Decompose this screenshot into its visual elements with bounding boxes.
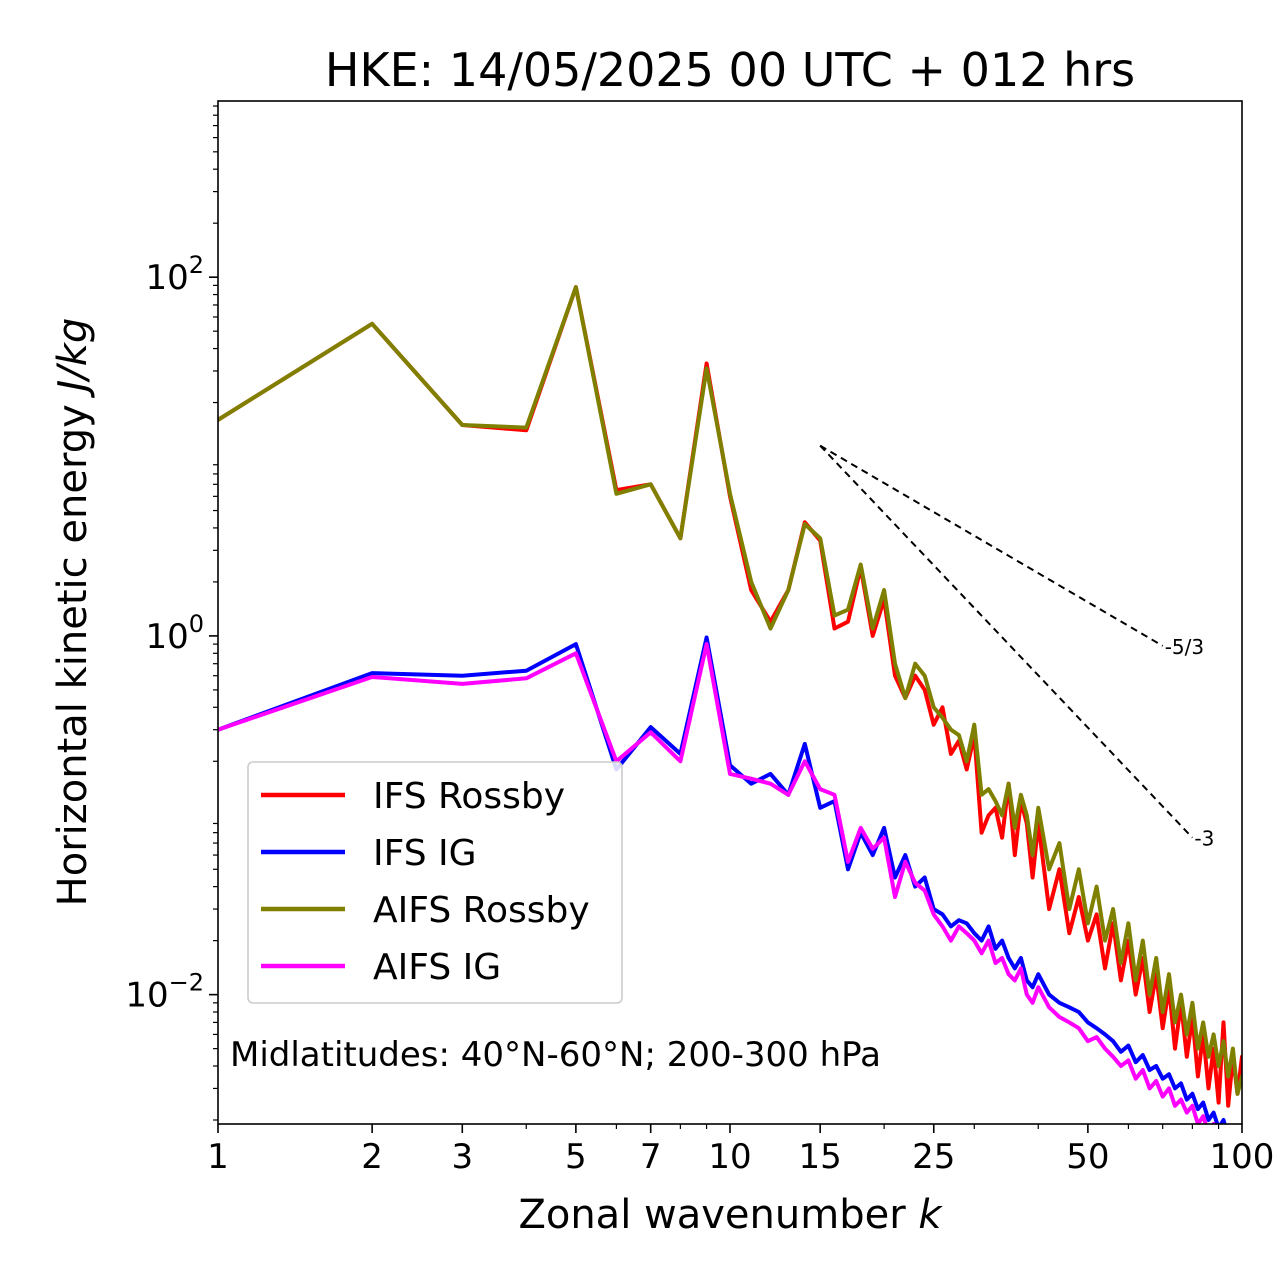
series-line-2 [218, 285, 1242, 1096]
series-line-1 [218, 635, 1227, 1124]
x-tick-label: 7 [640, 1137, 662, 1177]
reference-slope-label-0: -5/3 [1165, 635, 1204, 659]
series-line-3 [218, 642, 1216, 1124]
legend-label-3: AIFS IG [373, 947, 501, 988]
region-annotation: Midlatitudes: 40°N-60°N; 200-300 hPa [230, 1035, 881, 1075]
chart-title: HKE: 14/05/2025 00 UTC + 012 hrs [325, 43, 1135, 97]
y-axis-label: Horizontal kinetic energy J/kg [50, 318, 96, 907]
x-axis-symbol: k [918, 1192, 943, 1238]
series-layer [218, 285, 1242, 1124]
reference-slope-line-0 [819, 444, 1164, 647]
x-tick-label: 10 [708, 1137, 751, 1177]
x-tick-label: 25 [912, 1137, 955, 1177]
legend-label-0: IFS Rossby [373, 776, 565, 817]
x-axis-label: Zonal wavenumber k [518, 1192, 943, 1238]
legend: IFS Rossby IFS IG AIFS Rossby AIFS IG [247, 761, 623, 1004]
legend-label-1: IFS IG [373, 833, 477, 874]
legend-box [247, 761, 623, 1004]
y-tick-label: 102 [145, 251, 204, 298]
y-axis-label-text: Horizontal kinetic energy [50, 404, 96, 906]
x-tick-label: 5 [565, 1137, 587, 1177]
y-axis: 10−2 100 102 [125, 105, 218, 1121]
y-tick-label: 10−2 [125, 969, 204, 1016]
x-axis: 1 2 3 5 7 10 15 25 50 100 [207, 1124, 1274, 1177]
x-tick-label: 2 [361, 1137, 383, 1177]
reference-slope-label-1: -3 [1194, 827, 1214, 851]
reference-slopes [819, 444, 1194, 839]
x-tick-label: 1 [207, 1137, 229, 1177]
x-axis-label-text: Zonal wavenumber [518, 1192, 906, 1238]
x-tick-label: 50 [1066, 1137, 1109, 1177]
x-tick-label: 3 [451, 1137, 473, 1177]
y-axis-unit: J/kg [50, 318, 96, 399]
reference-slope-line-1 [819, 444, 1194, 839]
x-tick-label: 100 [1210, 1137, 1275, 1177]
y-tick-label: 100 [145, 610, 204, 657]
x-tick-label: 15 [799, 1137, 842, 1177]
legend-label-2: AIFS Rossby [373, 890, 590, 931]
